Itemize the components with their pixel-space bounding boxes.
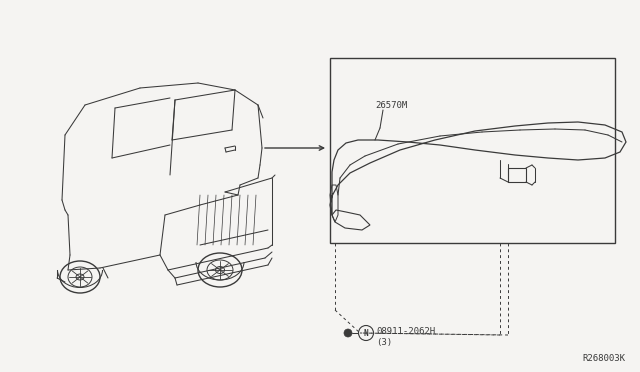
- Bar: [330, 58, 615, 243]
- Text: N: N: [364, 328, 368, 337]
- Bar: [508, 168, 526, 182]
- Text: 08911-2062H: 08911-2062H: [376, 327, 435, 337]
- Text: R268003K: R268003K: [582, 354, 625, 363]
- Text: 26570M: 26570M: [375, 101, 407, 110]
- Text: (3): (3): [376, 337, 392, 346]
- Circle shape: [344, 329, 352, 337]
